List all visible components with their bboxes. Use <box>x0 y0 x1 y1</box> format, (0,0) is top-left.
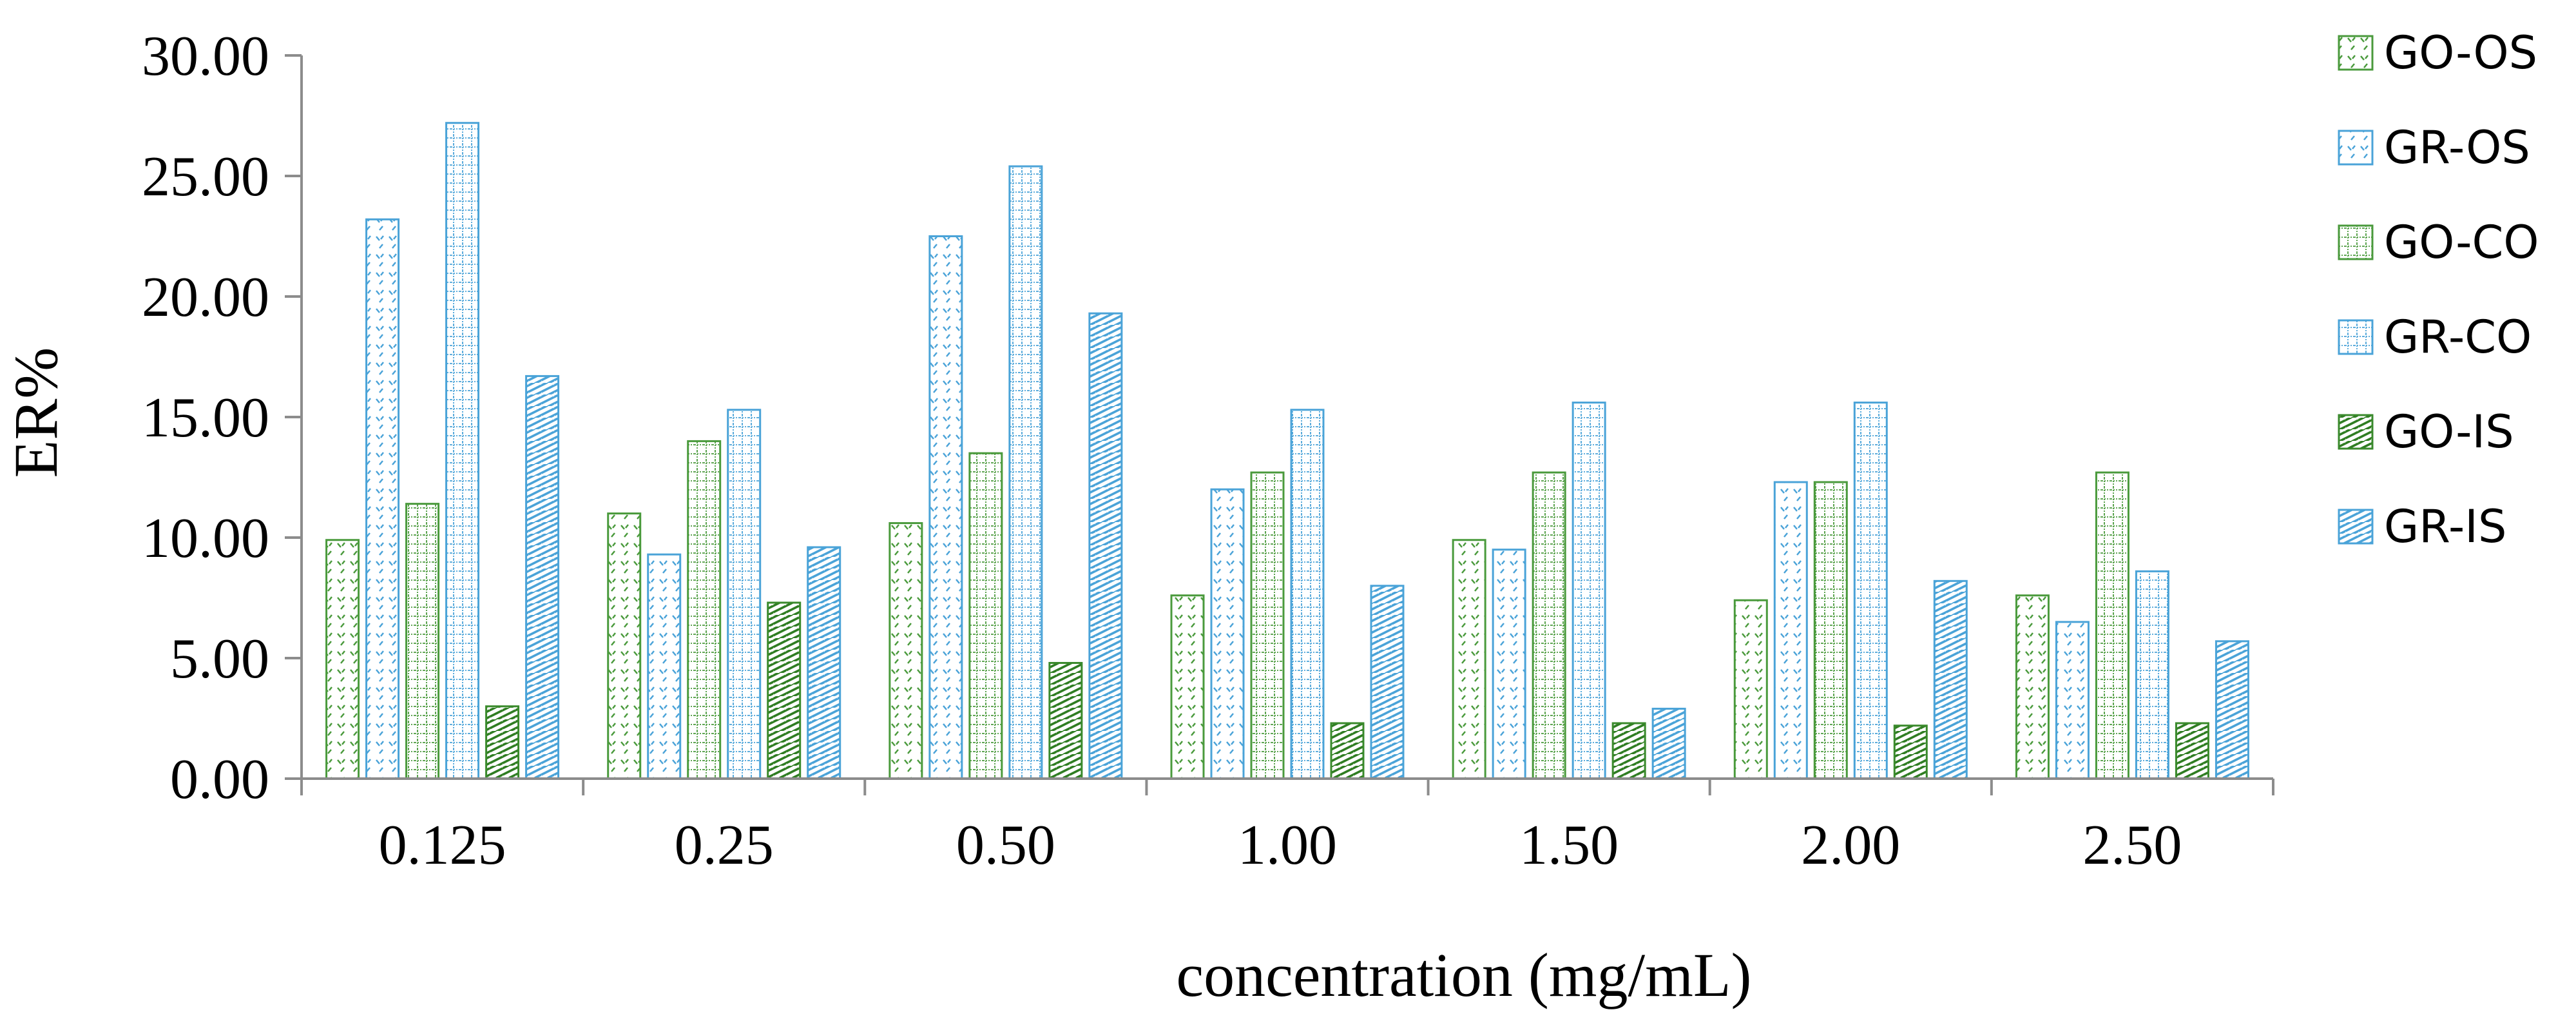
bar-gr-os-0.25 <box>647 553 682 780</box>
legend-swatch-go-co <box>2338 224 2374 260</box>
bar-go-is-1.50 <box>1611 722 1646 780</box>
y-tick-label: 20.00 <box>142 266 269 329</box>
x-tick-label: 0.50 <box>956 814 1055 877</box>
legend: GO-OS GR-OS GO-CO GR-CO GO-IS GR-IS <box>2338 26 2539 553</box>
bar-gr-is-1.50 <box>1651 708 1686 780</box>
legend-label-gr-is: GR-IS <box>2384 500 2506 553</box>
legend-label-go-co: GO-CO <box>2384 216 2539 269</box>
y-tick-label: 0.00 <box>170 748 269 811</box>
bar-gr-os-0.50 <box>928 235 963 780</box>
legend-swatch-go-is <box>2338 414 2374 450</box>
bar-go-os-1.00 <box>1170 594 1205 780</box>
bar-go-co-2.00 <box>1813 481 1848 780</box>
legend-swatch-go-os <box>2338 35 2374 71</box>
bar-gr-is-0.125 <box>525 374 560 780</box>
bar-go-os-2.50 <box>2015 594 2050 780</box>
bar-go-os-0.25 <box>607 512 642 780</box>
bar-go-co-0.25 <box>687 440 722 780</box>
legend-swatch-gr-co <box>2338 319 2374 355</box>
bar-gr-co-0.50 <box>1008 165 1043 780</box>
bar-go-os-1.50 <box>1452 539 1486 780</box>
legend-label-go-is: GO-IS <box>2384 405 2514 458</box>
bar-gr-co-1.50 <box>1572 402 1606 780</box>
bar-gr-co-2.50 <box>2135 570 2169 780</box>
bar-gr-co-0.25 <box>727 409 762 780</box>
bar-gr-is-0.50 <box>1088 312 1123 780</box>
bar-go-co-1.50 <box>1532 471 1566 780</box>
bar-gr-os-0.125 <box>365 218 400 780</box>
bar-gr-co-0.125 <box>445 122 480 780</box>
legend-label-gr-os: GR-OS <box>2384 121 2530 174</box>
x-tick-label: 1.00 <box>1238 814 1337 877</box>
bar-gr-is-2.00 <box>1933 579 1968 780</box>
legend-swatch-gr-is <box>2338 509 2374 545</box>
bar-go-co-2.50 <box>2095 471 2129 780</box>
y-tick-label: 30.00 <box>142 25 269 88</box>
legend-swatch-gr-os <box>2338 130 2374 166</box>
bar-go-is-2.00 <box>1893 724 1928 780</box>
x-tick-label: 2.50 <box>2082 814 2182 877</box>
bar-go-os-0.50 <box>889 522 923 780</box>
bar-gr-co-2.00 <box>1853 402 1888 780</box>
x-tick-label: 0.125 <box>379 814 506 877</box>
legend-label-gr-co: GR-CO <box>2384 311 2532 364</box>
y-tick-label: 15.00 <box>142 387 269 449</box>
y-axis: 0.00 5.00 10.00 15.00 20.00 25.00 30.00 <box>142 25 303 811</box>
bar-gr-os-1.50 <box>1492 549 1526 780</box>
x-axis: 0.125 0.25 0.50 1.00 1.50 2.00 2.50 <box>300 777 2274 877</box>
bar-go-co-0.125 <box>405 503 440 780</box>
x-tick-label: 0.25 <box>675 814 774 877</box>
bar-gr-is-0.25 <box>807 546 841 780</box>
bar-go-co-1.00 <box>1250 471 1285 780</box>
x-tick-label: 2.00 <box>1801 814 1900 877</box>
bar-go-os-2.00 <box>1733 599 1768 780</box>
x-tick-label: 1.50 <box>1519 814 1619 877</box>
bar-go-is-0.25 <box>767 601 802 780</box>
bar-go-is-2.50 <box>2175 722 2209 780</box>
y-tick-label: 10.00 <box>142 507 269 570</box>
bar-gr-os-2.00 <box>1773 481 1808 780</box>
bar-go-is-0.50 <box>1048 661 1083 780</box>
plot-area <box>325 122 2249 780</box>
bar-gr-os-2.50 <box>2055 621 2090 780</box>
x-axis-title: concentration (mg/mL) <box>1176 940 1751 1009</box>
y-tick-label: 25.00 <box>142 146 269 208</box>
bar-gr-co-1.00 <box>1290 409 1325 780</box>
y-axis-title: ER% <box>1 347 70 478</box>
bar-go-is-0.125 <box>485 705 520 780</box>
bar-gr-is-2.50 <box>2215 640 2249 780</box>
bar-go-is-1.00 <box>1330 722 1365 780</box>
bar-gr-is-1.00 <box>1370 585 1405 780</box>
y-tick-label: 5.00 <box>170 628 269 690</box>
bar-go-os-0.125 <box>325 539 360 780</box>
bar-gr-os-1.00 <box>1210 488 1245 780</box>
bar-go-co-0.50 <box>968 452 1003 780</box>
legend-label-go-os: GO-OS <box>2384 26 2537 79</box>
